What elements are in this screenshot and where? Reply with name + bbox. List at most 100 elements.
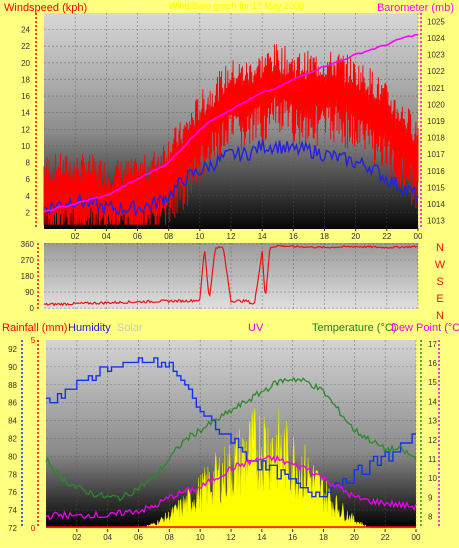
humidity-tick-label: 86 [8, 399, 17, 408]
humidity-tick-label: 88 [8, 381, 17, 390]
wind-gust-line [43, 44, 419, 225]
top-x-tick-label: 18 [320, 232, 329, 241]
wind-direction-line [43, 244, 419, 307]
barometer-tick-label: 1022 [427, 67, 445, 76]
rainfall-axis-label: Rainfall (mm) [2, 322, 67, 334]
windspeed-tick-label: 12 [21, 125, 30, 134]
humidity-tick-label: 76 [8, 488, 17, 497]
top-x-tick-label: 08 [164, 232, 173, 241]
bot-x-tick-label: 22 [381, 533, 390, 542]
humidity-tick-label: 72 [8, 524, 17, 533]
compass-letter: N [436, 310, 444, 322]
windspeed-tick-label: 20 [21, 59, 30, 68]
windspeed-tick-label: 18 [21, 75, 30, 84]
windspeed-tick-label: 8 [26, 159, 31, 168]
rainfall-tick-label: 5 [31, 336, 36, 345]
temperature-line [45, 376, 417, 502]
bot-x-tick-label: 08 [165, 533, 174, 542]
bot-x-tick-label: 04 [103, 533, 112, 542]
barometer-tick-label: 1021 [427, 84, 445, 93]
humidity-tick-label: 92 [8, 345, 17, 354]
compass-letter: W [435, 259, 446, 271]
compass-letter: S [436, 276, 443, 288]
bot-x-tick-label: 02 [72, 533, 81, 542]
barometer-tick-label: 1020 [427, 100, 445, 109]
wind-direction-tick-label: 90 [25, 288, 34, 297]
wind-direction-tick-label: 0 [30, 304, 35, 313]
bot-x-tick-label: 14 [257, 533, 266, 542]
windspeed-tick-label: 16 [21, 92, 30, 101]
wind-baro-title: Wind/Baro graph for 17 May 2008 [169, 1, 304, 11]
compass-letter: N [436, 242, 444, 254]
top-x-tick-label: 06 [133, 232, 142, 241]
bot-x-tick-label: 20 [350, 533, 359, 542]
barometer-tick-label: 1016 [427, 167, 445, 176]
temperature-legend: Temperature (°C) [312, 322, 396, 334]
bot-x-tick-label: 12 [227, 533, 236, 542]
barometer-tick-label: 1018 [427, 134, 445, 143]
wind-average-line [43, 139, 419, 216]
barometer-tick-label: 1019 [427, 117, 445, 126]
barometer-tick-label: 1013 [427, 217, 445, 226]
barometer-tick-label: 1017 [427, 150, 445, 159]
windspeed-tick-label: 4 [26, 192, 31, 201]
temperature-tick-label: 17 [428, 340, 437, 349]
temperature-tick-label: 10 [428, 474, 437, 483]
windspeed-tick-label: 24 [21, 26, 30, 35]
humidity-tick-label: 78 [8, 470, 17, 479]
barometer-axis-label: Barometer (mb) [377, 2, 454, 14]
barometer-tick-label: 1014 [427, 200, 445, 209]
bot-x-tick-label: 18 [319, 533, 328, 542]
solar-legend: Solar [117, 322, 143, 334]
windspeed-tick-label: 2 [26, 208, 31, 217]
temperature-tick-label: 9 [428, 493, 433, 502]
temperature-tick-label: 12 [428, 436, 437, 445]
wind-direction-tick-label: 360 [21, 240, 35, 249]
humidity-legend: Humidity [68, 322, 111, 334]
temperature-tick-label: 14 [428, 397, 437, 406]
barometer-tick-label: 1015 [427, 183, 445, 192]
windspeed-axis-label: Windspeed (kph) [4, 2, 87, 14]
temperature-tick-label: 13 [428, 417, 437, 426]
temp-humidity-chart: 72 74 76 78 80 82 84 86 88 90 92 0 5 8 9 10 11 12 13 14 15 16… [2, 322, 459, 542]
bot-x-tick-label: 10 [196, 533, 205, 542]
barometer-tick-label: 1024 [427, 34, 445, 43]
humidity-tick-label: 82 [8, 434, 17, 443]
top-x-tick-label: 22 [382, 232, 391, 241]
top-x-tick-label: 02 [71, 232, 80, 241]
dew-point-line [45, 454, 417, 521]
compass-letter: E [436, 293, 443, 305]
top-x-tick-label: 12 [227, 232, 236, 241]
uv-legend: UV [248, 322, 264, 334]
barometer-tick-label: 1023 [427, 51, 445, 60]
humidity-tick-label: 80 [8, 452, 17, 461]
wind-direction-tick-label: 270 [21, 256, 35, 265]
bot-x-tick-label: 06 [134, 533, 143, 542]
temperature-tick-label: 15 [428, 378, 437, 387]
bot-x-tick-label: 16 [288, 533, 297, 542]
top-x-tick-label: 20 [351, 232, 360, 241]
windspeed-tick-label: 10 [21, 142, 30, 151]
top-x-tick-label: 00 [414, 232, 423, 241]
barometer-tick-label: 1025 [427, 17, 445, 26]
humidity-line [46, 357, 416, 498]
barometer-line [43, 33, 419, 213]
humidity-tick-label: 90 [8, 363, 17, 372]
wind-direction-tick-label: 180 [21, 272, 35, 281]
bot-x-tick-label: 00 [412, 533, 421, 542]
top-x-tick-label: 16 [289, 232, 298, 241]
humidity-tick-label: 74 [8, 506, 17, 515]
humidity-tick-label: 84 [8, 417, 17, 426]
top-x-tick-label: 14 [258, 232, 267, 241]
dew-point-legend: Dew Point (°C) [391, 322, 459, 334]
uv-solar-area [46, 407, 416, 529]
temperature-tick-label: 11 [428, 455, 437, 464]
windspeed-tick-label: 6 [26, 175, 31, 184]
top-x-tick-label: 10 [195, 232, 204, 241]
windspeed-tick-label: 22 [21, 42, 30, 51]
top-x-tick-label: 04 [102, 232, 111, 241]
